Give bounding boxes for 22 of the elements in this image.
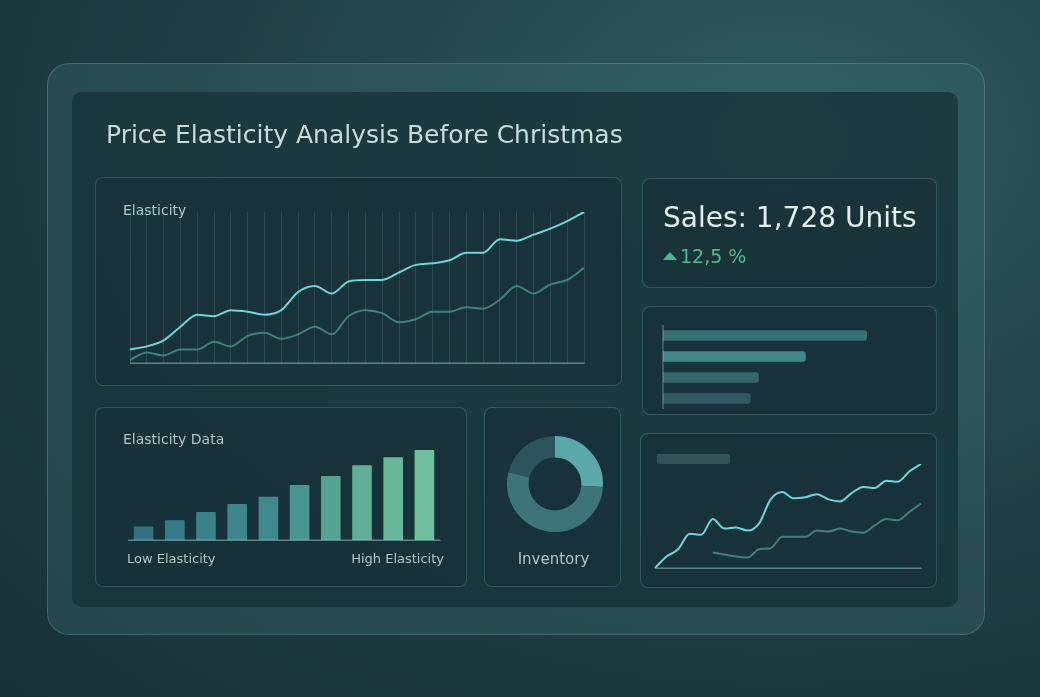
text: Sales: 1,728 Units (663, 201, 917, 234)
text: High Elasticity (351, 551, 444, 566)
bar (196, 512, 216, 540)
text: 12,5 % (680, 245, 747, 267)
bar (289, 485, 310, 540)
bar (414, 450, 435, 540)
bar (352, 465, 372, 540)
bar (320, 476, 341, 540)
bar (227, 504, 248, 540)
bar (383, 457, 404, 540)
chart-title: Price Elasticity Analysis Before Christmas (106, 120, 623, 149)
bar (164, 520, 185, 540)
bar (133, 526, 154, 540)
text: Inventory (516, 550, 591, 568)
bar (663, 393, 751, 404)
bar (663, 351, 806, 362)
y-axis-title: Elasticity (123, 202, 187, 218)
bar (663, 330, 867, 341)
bar (663, 372, 759, 383)
chart-title: Elasticity Data (123, 431, 225, 447)
bar (258, 496, 279, 540)
text: Low Elasticity (127, 551, 216, 566)
